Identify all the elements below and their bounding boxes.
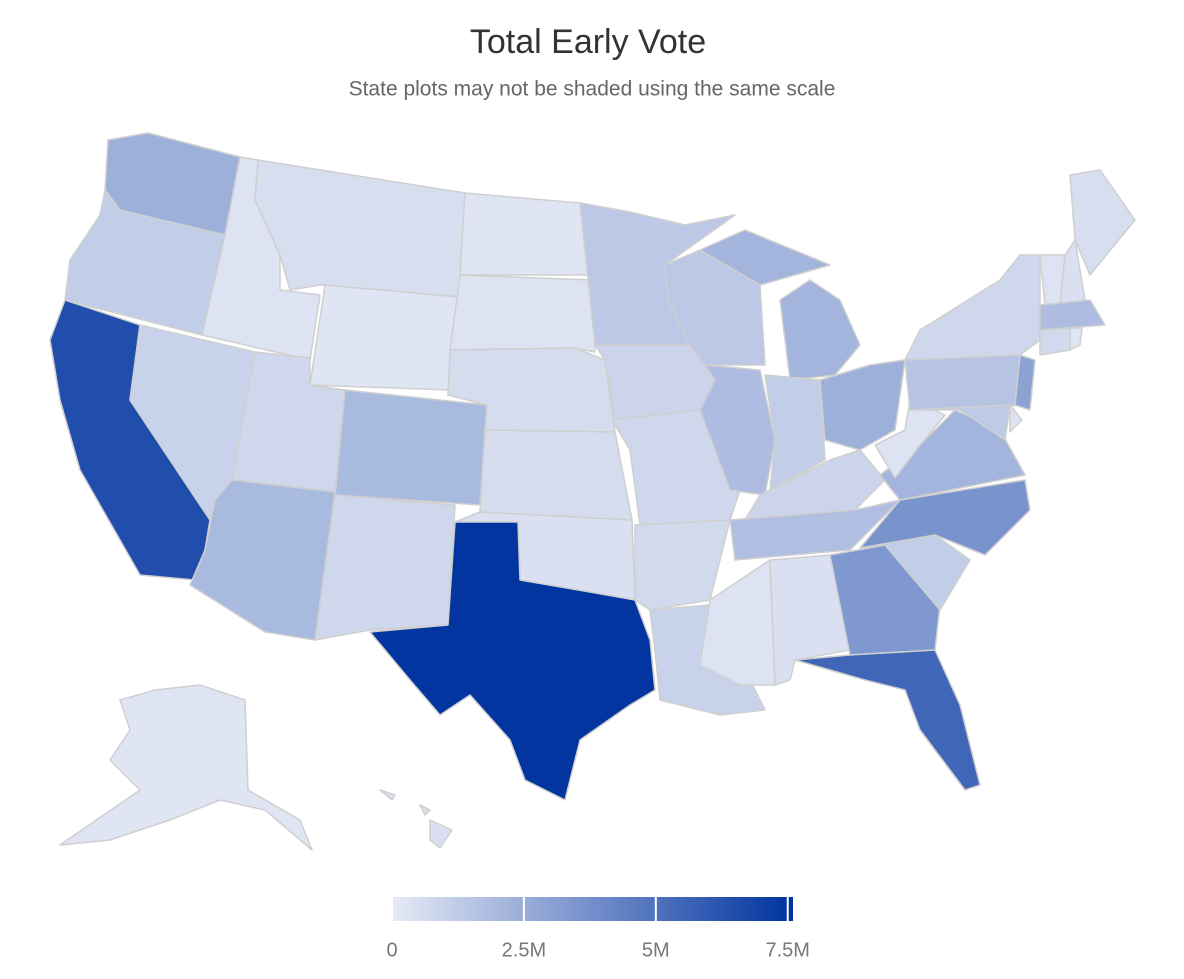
state — [729, 499, 901, 561]
state — [904, 354, 1026, 411]
state — [334, 389, 488, 506]
color-legend: 0 2.5M 5M 7.5M — [386, 897, 810, 961]
chart-subtitle: State plots may not be shaded using the … — [349, 78, 836, 101]
state — [479, 429, 633, 521]
color-scale-bar — [392, 897, 793, 921]
state — [699, 559, 776, 686]
scale-tick-label: 7.5M — [765, 939, 809, 961]
state — [449, 274, 596, 353]
state — [254, 159, 466, 298]
state — [1014, 354, 1036, 411]
scale-tick-label: 0 — [386, 939, 397, 961]
chart-title: Total Early Vote — [470, 23, 706, 61]
states — [49, 132, 1136, 851]
state — [594, 344, 716, 421]
state — [64, 189, 226, 336]
state — [314, 494, 456, 641]
state — [764, 374, 826, 491]
state — [1009, 404, 1023, 433]
state — [699, 364, 776, 496]
state — [1069, 169, 1136, 276]
state — [1039, 327, 1071, 356]
state — [309, 284, 461, 391]
state — [874, 399, 946, 479]
state — [634, 519, 731, 611]
state — [59, 684, 313, 851]
state — [904, 254, 1041, 361]
state — [859, 479, 1031, 556]
state — [699, 229, 861, 381]
state — [819, 359, 906, 451]
state — [459, 192, 593, 276]
state — [369, 521, 656, 801]
state — [794, 649, 981, 791]
state — [1069, 327, 1083, 351]
scale-tick-label: 5M — [642, 939, 670, 961]
scale-tick-label: 2.5M — [502, 939, 546, 961]
state — [909, 404, 1011, 441]
state — [379, 789, 453, 849]
state — [1039, 299, 1106, 331]
